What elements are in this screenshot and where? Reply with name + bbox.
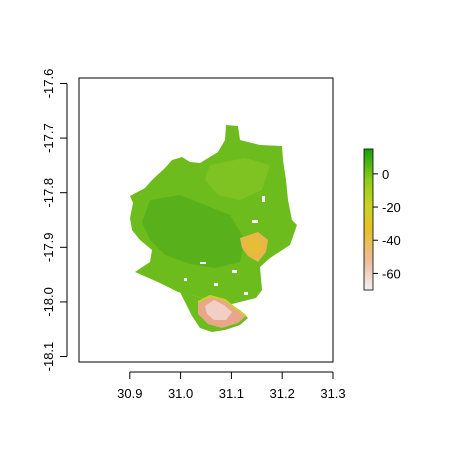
colorbar: [363, 148, 374, 291]
x-tick-label: 31.2: [270, 386, 295, 401]
colorbar-tick-label: -60: [382, 266, 401, 281]
plot-frame: [78, 77, 334, 363]
y-tick-label: -17.9: [41, 232, 56, 262]
x-tick-label: 31.3: [320, 386, 345, 401]
raster-nodata-gaps: [184, 196, 265, 295]
y-tick-label: -18.1: [41, 342, 56, 372]
x-tick-label: 31.1: [219, 386, 244, 401]
x-tick-label: 31.0: [168, 386, 193, 401]
y-axis: -17.6 -17.7 -17.8 -17.9 -18.0 -18.1: [41, 69, 68, 372]
raster-map: [130, 125, 297, 332]
colorbar-tick-label: -20: [382, 200, 401, 215]
x-axis: 30.9 31.0 31.1 31.2 31.3: [117, 371, 346, 401]
raster-east-patch-edge: [244, 236, 263, 256]
colorbar-legend: 0 -20 -40 -60: [363, 148, 401, 291]
y-tick-label: -18.0: [41, 287, 56, 317]
colorbar-tick-label: 0: [382, 167, 389, 182]
raster-dark-zone: [142, 195, 245, 268]
y-tick-label: -17.8: [41, 178, 56, 208]
colorbar-tick-label: -40: [382, 233, 401, 248]
x-tick-label: 30.9: [117, 386, 142, 401]
raster-light-zone: [205, 158, 270, 200]
y-tick-label: -17.7: [41, 123, 56, 153]
raster-south-patch-core: [205, 300, 232, 320]
raster-south-patch-rim: [197, 294, 247, 317]
y-tick-label: -17.6: [41, 69, 56, 99]
colorbar-ticks: 0 -20 -40 -60: [373, 167, 401, 281]
